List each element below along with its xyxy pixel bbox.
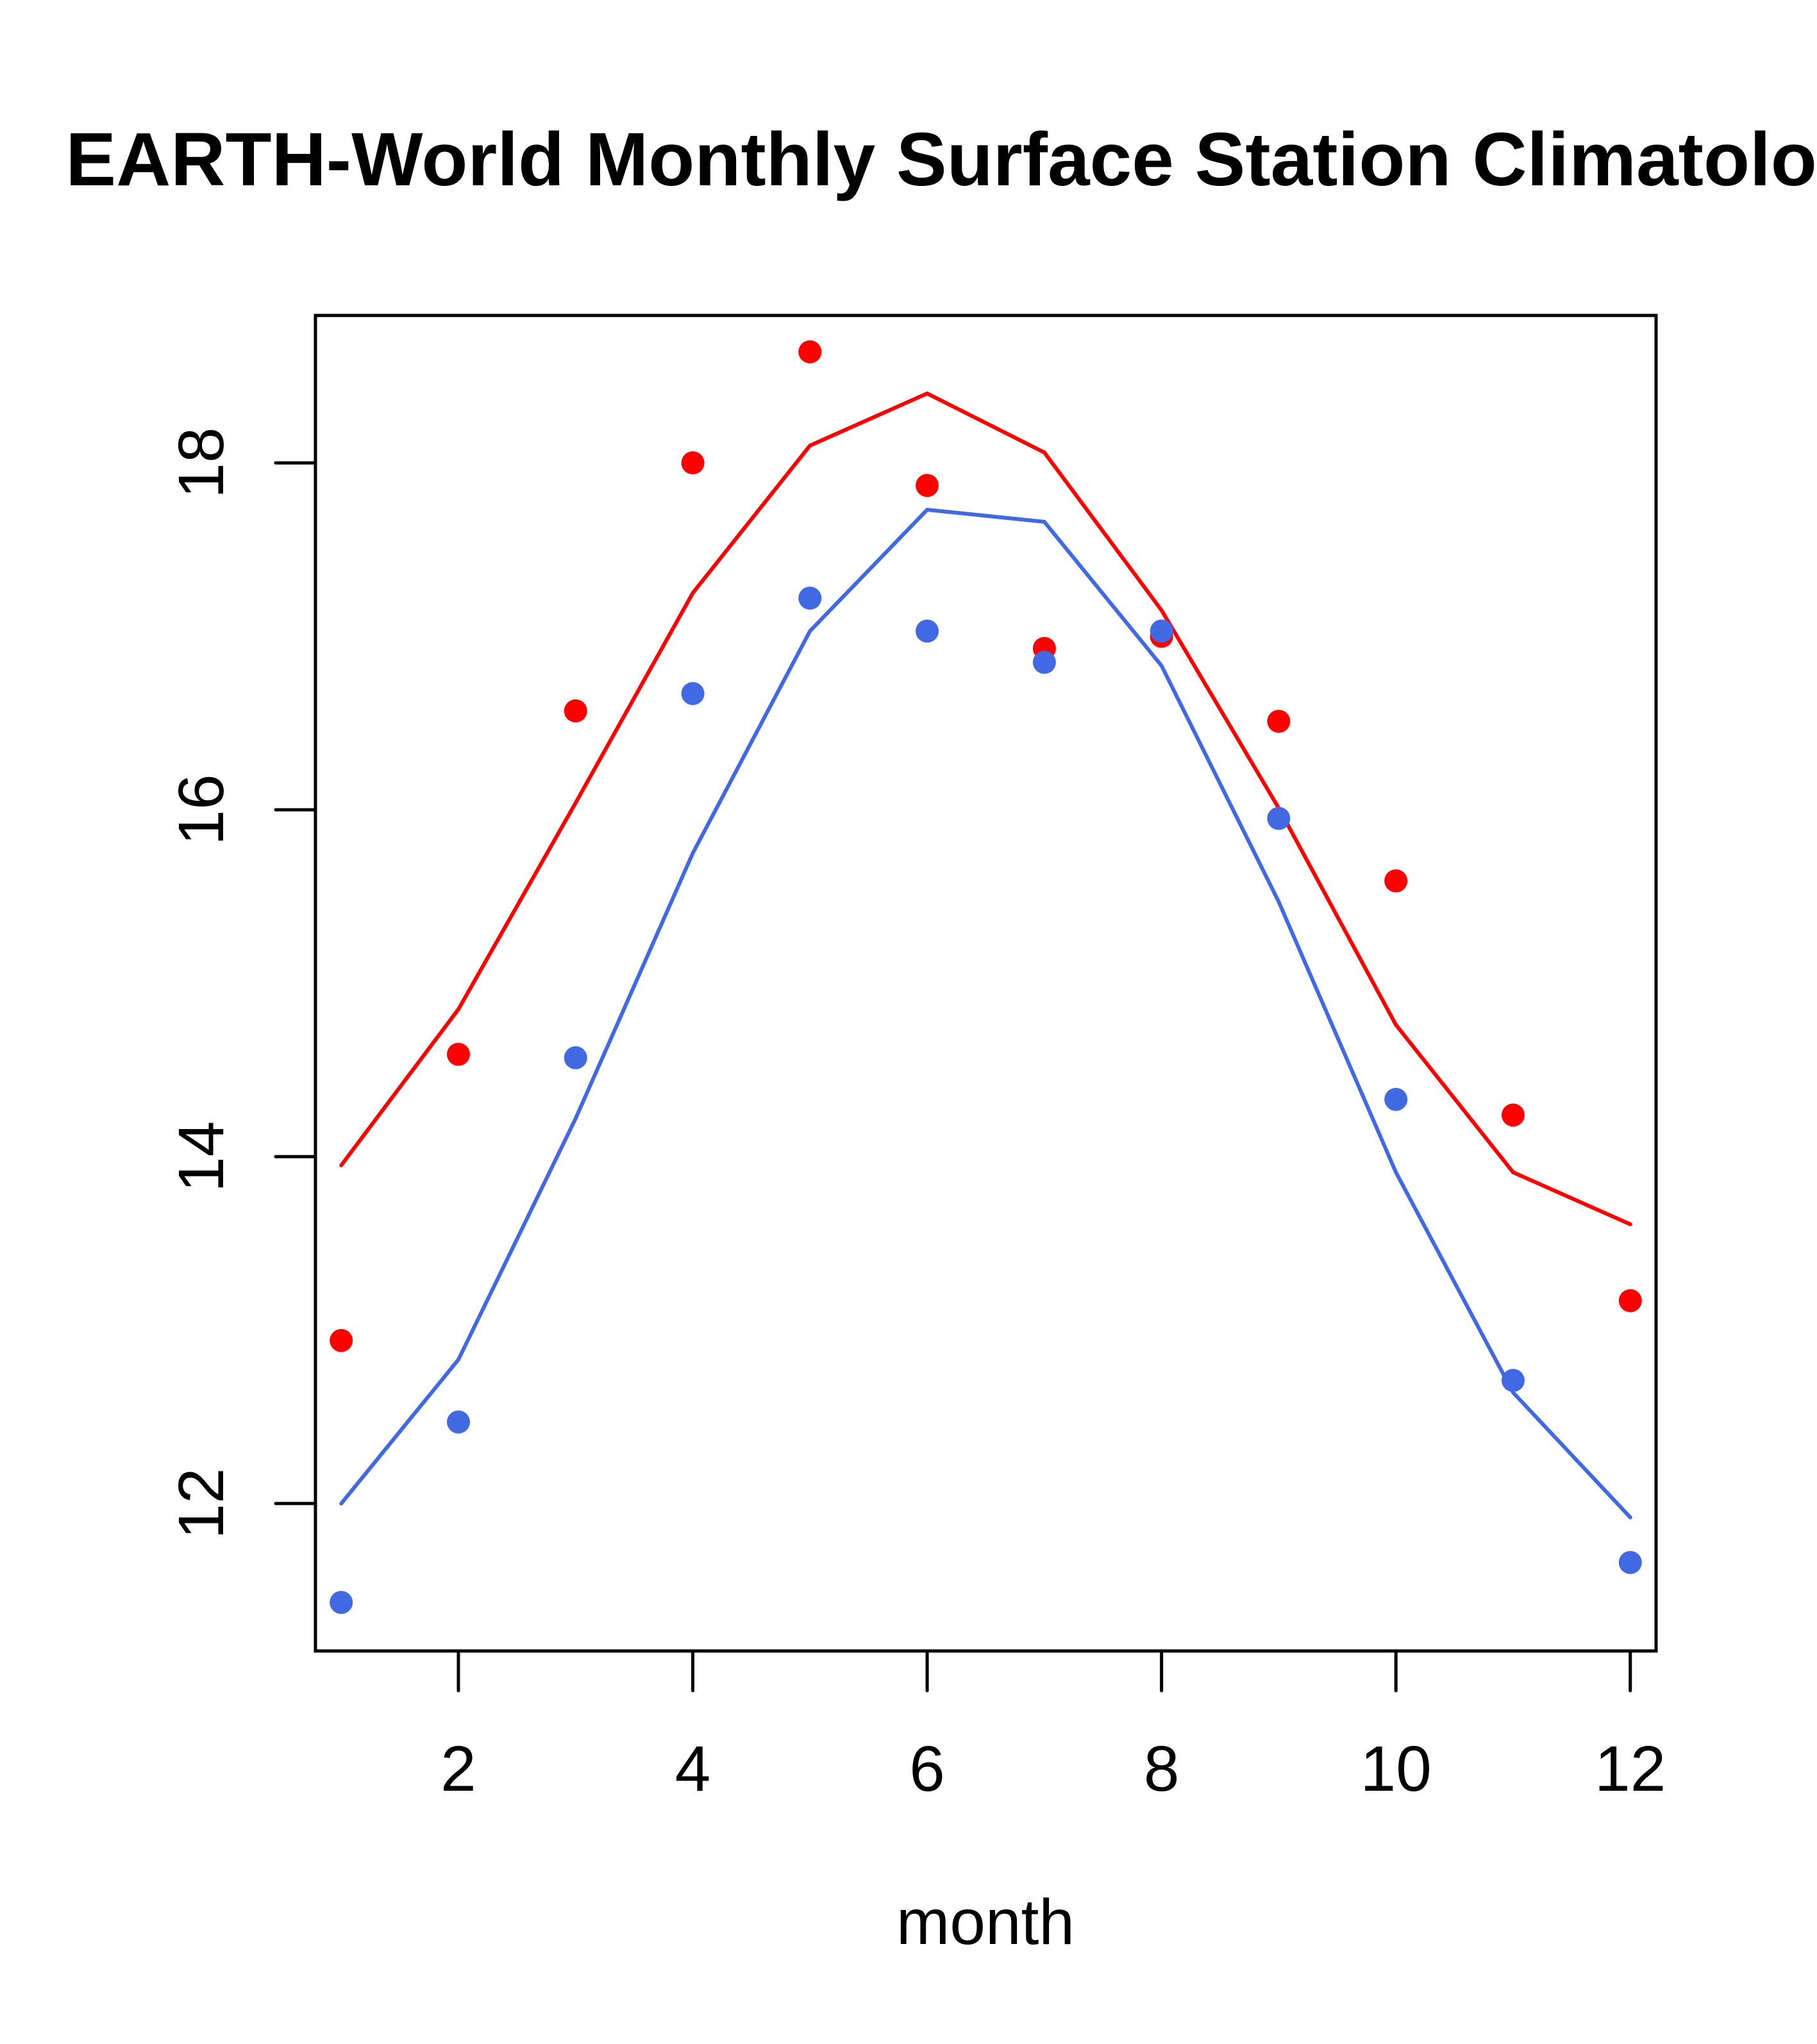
red-point-month-11: [1502, 1103, 1525, 1127]
blue-point-month-11: [1502, 1369, 1525, 1392]
x-axis-label: month: [896, 1886, 1075, 1958]
blue-point-month-2: [447, 1410, 470, 1434]
red-point-month-4: [681, 451, 705, 474]
x-tick-label-12: 12: [1595, 1733, 1666, 1805]
blue-point-month-6: [916, 619, 939, 643]
blue-point-month-1: [330, 1591, 353, 1614]
x-tick-label-8: 8: [1144, 1733, 1180, 1805]
red-point-month-5: [798, 340, 822, 364]
series-layer: [330, 340, 1642, 1614]
red-point-month-9: [1267, 710, 1291, 733]
y-tick-label-18: 18: [165, 427, 237, 498]
red-line: [339, 391, 1632, 1227]
x-tick-label-10: 10: [1361, 1733, 1432, 1805]
blue-point-month-10: [1384, 1087, 1408, 1111]
red-point-month-10: [1384, 869, 1408, 892]
red-point-month-6: [916, 474, 939, 498]
plot-frame: [314, 314, 1658, 1653]
y-tick-label-16: 16: [165, 774, 237, 845]
red-point-month-2: [447, 1043, 470, 1066]
x-tick-label-4: 4: [675, 1733, 711, 1805]
y-tick-label-14: 14: [165, 1121, 237, 1192]
blue-point-month-12: [1618, 1551, 1642, 1574]
blue-points: [330, 586, 1642, 1614]
blue-line: [339, 507, 1632, 1520]
blue-point-month-9: [1267, 807, 1291, 830]
blue-point-month-7: [1032, 651, 1056, 674]
blue-point-month-4: [681, 682, 705, 705]
x-tick-label-2: 2: [440, 1733, 476, 1805]
blue-point-month-3: [564, 1046, 587, 1069]
red-point-month-1: [330, 1328, 353, 1352]
x-tick-label-6: 6: [909, 1733, 945, 1805]
x-axis: 2 4 6 8 10 12: [440, 1649, 1666, 1805]
red-point-month-12: [1618, 1289, 1642, 1312]
blue-point-month-5: [798, 586, 822, 610]
chart-title: EARTH-World Monthly Surface Station Clim…: [65, 117, 1817, 202]
blue-point-month-8: [1150, 619, 1173, 643]
y-axis: 12 14 16 18: [165, 427, 317, 1539]
red-point-month-3: [564, 699, 587, 723]
y-tick-label-12: 12: [165, 1468, 237, 1539]
